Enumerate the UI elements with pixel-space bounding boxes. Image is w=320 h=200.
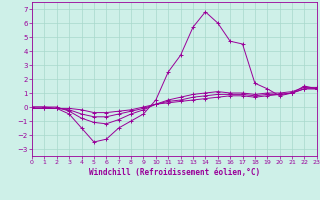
X-axis label: Windchill (Refroidissement éolien,°C): Windchill (Refroidissement éolien,°C) [89,168,260,177]
